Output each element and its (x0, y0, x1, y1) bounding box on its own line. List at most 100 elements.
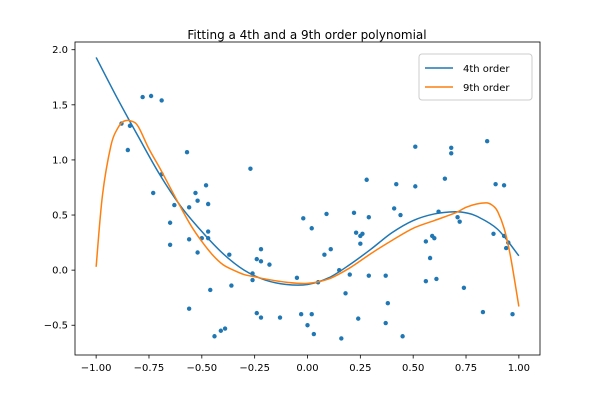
data-point-22 (186, 306, 192, 311)
x-tick-label: 0.00 (296, 363, 318, 374)
data-point-54 (351, 210, 357, 216)
fit-lines (95, 57, 520, 307)
data-point-40 (298, 312, 304, 317)
data-point-87 (493, 181, 498, 187)
data-point-82 (455, 215, 460, 220)
data-point-79 (442, 176, 448, 181)
data-point-73 (423, 278, 429, 284)
data-point-44 (305, 323, 310, 328)
data-point-10 (167, 242, 173, 247)
data-point-48 (324, 211, 329, 217)
y-tick-label: −0.5 (44, 321, 68, 332)
data-point-41 (309, 312, 314, 317)
data-point-29 (248, 166, 253, 171)
data-point-14 (203, 183, 209, 188)
data-point-83 (457, 219, 462, 224)
data-point-43 (309, 226, 314, 231)
y-axis: −0.5 0.0 0.5 1.0 1.5 2.0 (44, 45, 75, 332)
data-point-71 (413, 184, 418, 189)
series-line-9th-order (95, 119, 520, 307)
data-point-31 (250, 277, 255, 283)
data-point-80 (449, 145, 454, 150)
scatter-points (119, 93, 515, 341)
data-point-32 (254, 310, 259, 316)
x-tick-label: −1.00 (81, 363, 112, 374)
x-axis: −1.00 −0.75 −0.50 −0.25 0.00 0.25 0.50 0.75 1.00 (81, 355, 530, 374)
y-tick-label: 2.0 (52, 45, 68, 56)
data-point-67 (394, 181, 399, 187)
data-point-33 (258, 315, 264, 320)
data-point-45 (311, 331, 317, 337)
data-point-18 (205, 229, 211, 234)
x-tick-label: −0.25 (239, 363, 270, 374)
data-point-85 (484, 138, 490, 144)
data-point-65 (385, 301, 391, 306)
legend: 4th order 9th order (418, 53, 533, 101)
data-point-9 (167, 220, 173, 225)
data-point-56 (356, 316, 361, 321)
data-point-3 (140, 94, 145, 100)
data-point-5 (159, 98, 164, 103)
data-point-13 (193, 190, 198, 196)
data-point-1 (125, 147, 131, 153)
data-point-52 (343, 291, 348, 296)
data-point-68 (398, 212, 403, 218)
data-point-16 (186, 237, 192, 242)
data-point-23 (208, 287, 213, 293)
legend-label-4th-order: 4th order (463, 64, 510, 75)
data-point-88 (491, 231, 496, 236)
data-point-74 (427, 255, 433, 261)
data-point-84 (461, 285, 467, 290)
y-tick-label: 0.5 (52, 211, 68, 222)
data-point-49 (328, 247, 333, 252)
data-point-20 (205, 201, 211, 207)
data-point-72 (423, 239, 429, 244)
data-point-11 (184, 150, 190, 155)
data-point-66 (391, 206, 397, 211)
data-point-21 (195, 250, 200, 255)
data-point-8 (172, 202, 177, 208)
data-point-4 (148, 93, 154, 99)
x-tick-label: 1.00 (508, 363, 530, 374)
x-tick-label: 0.75 (455, 363, 477, 374)
data-point-76 (432, 235, 437, 241)
data-point-35 (258, 259, 264, 264)
data-point-63 (383, 273, 388, 278)
data-point-81 (449, 151, 454, 156)
data-point-53 (347, 272, 352, 277)
chart-title: Fitting a 4th and a 9th order polynomial (187, 28, 426, 42)
data-point-86 (480, 309, 486, 315)
y-tick-label: 1.0 (52, 155, 68, 166)
data-point-58 (358, 241, 363, 246)
x-tick-label: 0.50 (402, 363, 424, 374)
data-point-12 (186, 205, 192, 210)
data-point-34 (258, 247, 264, 252)
x-tick-label: −0.50 (186, 363, 217, 374)
y-tick-label: 1.5 (52, 100, 68, 111)
legend-label-9th-order: 9th order (463, 83, 510, 94)
data-point-61 (366, 215, 371, 220)
data-point-70 (413, 144, 418, 149)
data-point-64 (383, 320, 388, 326)
data-point-37 (267, 262, 272, 267)
y-tick-label: 0.0 (52, 266, 68, 277)
data-point-92 (503, 245, 509, 251)
data-point-15 (195, 198, 200, 203)
data-point-59 (360, 231, 365, 236)
data-point-62 (366, 273, 371, 278)
data-point-27 (227, 252, 232, 257)
data-point-69 (400, 334, 405, 339)
data-point-25 (218, 328, 224, 333)
data-point-24 (212, 334, 217, 339)
data-point-42 (301, 216, 306, 221)
legend-box (418, 53, 533, 101)
data-point-36 (254, 256, 259, 262)
data-point-26 (222, 326, 228, 331)
data-point-60 (364, 177, 369, 182)
data-point-38 (277, 315, 283, 320)
x-tick-label: −0.75 (134, 363, 165, 374)
data-point-51 (339, 336, 344, 341)
data-point-47 (322, 252, 327, 257)
